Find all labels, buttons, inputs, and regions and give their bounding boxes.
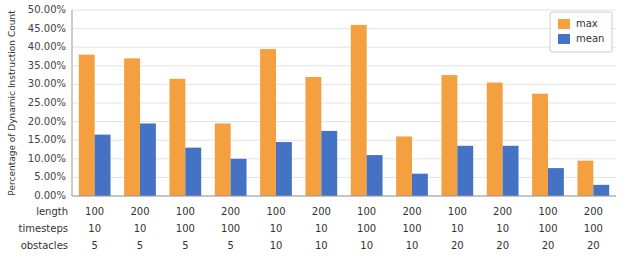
category-label: 100 (448, 206, 467, 217)
category-label: 200 (402, 206, 421, 217)
x-axis-line (72, 196, 616, 197)
bar (532, 94, 548, 196)
category-label: 10 (270, 223, 283, 234)
bar (140, 123, 156, 196)
grid-line (72, 47, 616, 48)
category-label: 100 (538, 223, 557, 234)
category-label: 10 (360, 240, 373, 251)
category-label: 100 (221, 223, 240, 234)
bar (441, 75, 457, 196)
category-label: 100 (176, 206, 195, 217)
y-tick-label: 50.00% (28, 4, 66, 15)
y-tick-label: 15.00% (28, 134, 66, 145)
category-label: 20 (496, 240, 509, 251)
y-tick-label: 20.00% (28, 116, 66, 127)
category-label: 10 (496, 223, 509, 234)
bar (457, 146, 473, 196)
category-label: 20 (542, 240, 555, 251)
category-label: 10 (406, 240, 419, 251)
bar (412, 174, 428, 196)
category-label: 100 (402, 223, 421, 234)
category-label: 200 (221, 206, 240, 217)
category-label: 5 (227, 240, 233, 251)
grid-line (72, 84, 616, 85)
category-label: 10 (270, 240, 283, 251)
bar (367, 155, 383, 196)
bar (351, 25, 367, 196)
category-label: 200 (584, 206, 603, 217)
bar (260, 49, 276, 196)
category-label: 100 (266, 206, 285, 217)
bar (185, 148, 201, 196)
category-label: 200 (130, 206, 149, 217)
y-tick-label: 0.00% (34, 190, 66, 201)
category-label: 5 (137, 240, 143, 251)
category-label: 200 (493, 206, 512, 217)
legend-swatch (558, 19, 570, 29)
category-label: 100 (176, 223, 195, 234)
legend: max mean (550, 12, 612, 52)
bar (215, 123, 231, 196)
bar (577, 161, 593, 196)
bar (95, 135, 111, 196)
legend-box (550, 12, 612, 52)
grid-line (72, 196, 616, 197)
bar (593, 185, 609, 196)
category-label: 200 (312, 206, 331, 217)
category-label: 10 (315, 240, 328, 251)
bars (79, 25, 609, 196)
category-label: 10 (88, 223, 101, 234)
category-table: length 100 200 100 200 100 200 100 200 100 200 100 2… (19, 206, 603, 251)
bar (503, 146, 519, 196)
bar (169, 79, 185, 196)
category-label: 5 (182, 240, 188, 251)
grid-line (72, 10, 616, 11)
y-axis-line (72, 10, 73, 196)
bar (321, 131, 337, 196)
y-tick-label: 40.00% (28, 41, 66, 52)
grid-line (72, 28, 616, 29)
bar (487, 83, 503, 196)
bar (305, 77, 321, 196)
category-label: 20 (587, 240, 600, 251)
bar (396, 136, 412, 196)
chart: 0.00% 5.00% 10.00% 15.00% 20.00% 25.00% 30.00%… (0, 0, 626, 270)
y-axis: 0.00% 5.00% 10.00% 15.00% 20.00% 25.00% 30.00%… (28, 4, 72, 201)
y-tick-label: 5.00% (34, 171, 66, 182)
grid-line (72, 65, 616, 66)
category-label: 100 (538, 206, 557, 217)
legend-label: max (576, 18, 598, 29)
category-label: 5 (91, 240, 97, 251)
y-grid (72, 10, 616, 196)
legend-swatch (558, 34, 570, 44)
y-tick-label: 25.00% (28, 97, 66, 108)
category-label: 100 (357, 206, 376, 217)
category-label: 100 (85, 206, 104, 217)
row-label: obstacles (21, 240, 68, 251)
bar (276, 142, 292, 196)
category-label: 20 (451, 240, 464, 251)
y-tick-label: 45.00% (28, 23, 66, 34)
category-label: 100 (357, 223, 376, 234)
y-tick-label: 35.00% (28, 60, 66, 71)
row-label: length (36, 206, 68, 217)
bar (231, 159, 247, 196)
legend-label: mean (576, 33, 604, 44)
row-label: timesteps (19, 223, 68, 234)
y-tick-label: 10.00% (28, 153, 66, 164)
category-label: 10 (315, 223, 328, 234)
category-label: 10 (134, 223, 147, 234)
y-tick-label: 30.00% (28, 78, 66, 89)
category-label: 10 (451, 223, 464, 234)
bar (124, 58, 140, 196)
bar (548, 168, 564, 196)
category-label: 100 (584, 223, 603, 234)
y-axis-title: Percentage of Dynamic Instruction Count (7, 10, 17, 196)
bar (79, 55, 95, 196)
